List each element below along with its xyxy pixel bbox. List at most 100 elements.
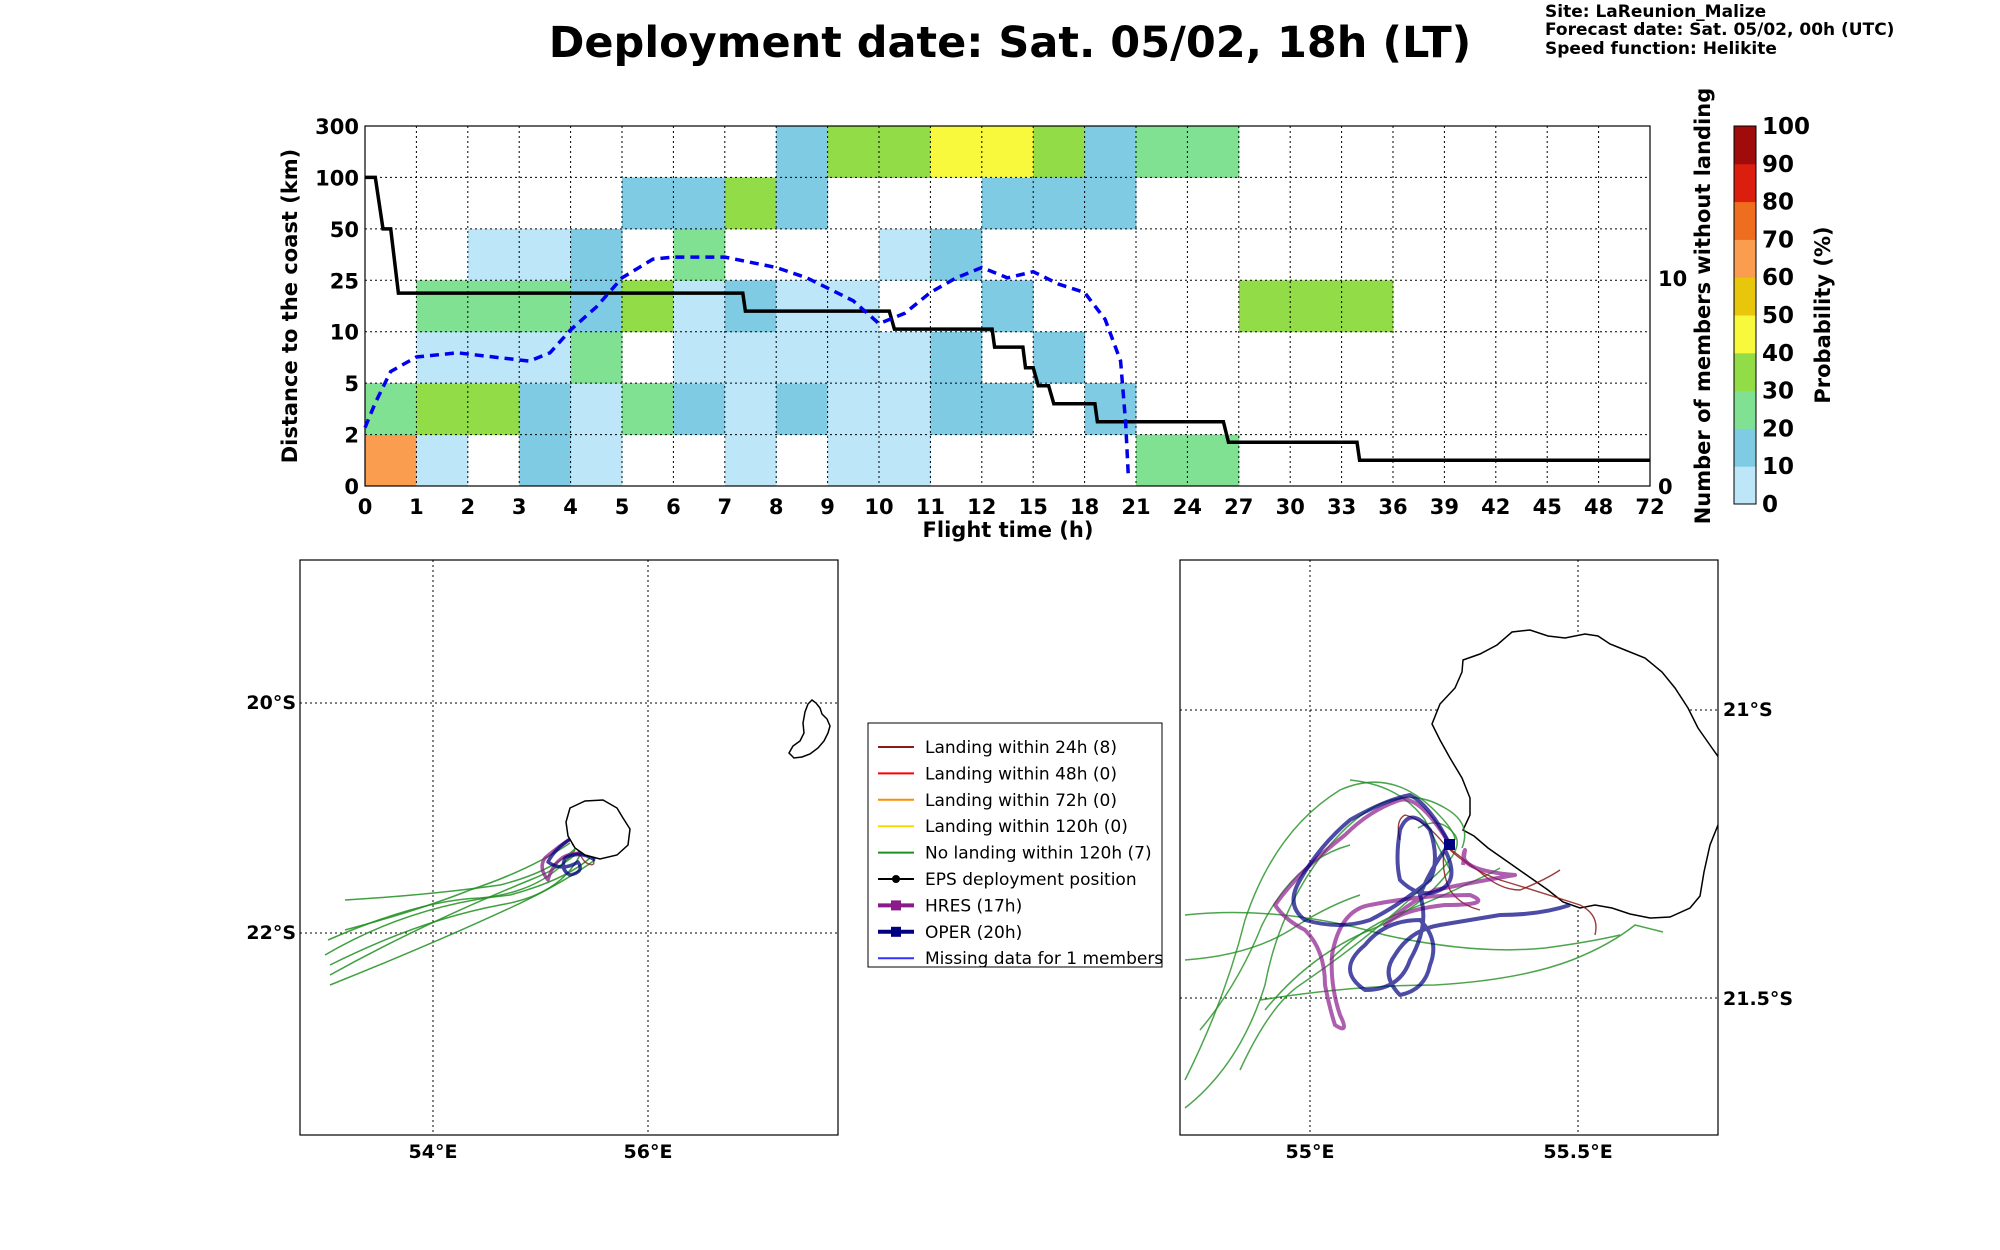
colorbar-tick-label: 30: [1762, 379, 1794, 405]
colorbar-tick-label: 10: [1762, 454, 1794, 480]
colorbar-tick-label: 100: [1762, 114, 1810, 140]
heatmap-cell: [467, 383, 520, 436]
legend-entry: Landing within 24h (8): [878, 738, 1117, 758]
heatmap-cell: [776, 280, 829, 333]
legend-items: Landing within 24h (8) Landing within 48h…: [878, 738, 1163, 969]
heatmap-cells: [365, 126, 1394, 487]
legend-entry: Landing within 120h (0): [878, 817, 1128, 837]
mauritius-coastline: [788, 699, 831, 759]
heatmap-cell: [879, 383, 931, 436]
colorbar-bin: [1734, 352, 1756, 392]
heatmap-cell: [724, 280, 777, 333]
y-tick-label: 2: [344, 424, 359, 448]
no-landing-track: [1184, 894, 1361, 961]
no-landing-track: [1184, 781, 1456, 1081]
heatmap-cell: [1084, 126, 1137, 178]
colorbar-bin: [1734, 428, 1756, 467]
x-tick-label: 48: [1584, 495, 1613, 519]
forecast-info: Forecast date: Sat. 05/02, 00h (UTC): [1545, 20, 1894, 40]
legend-entry: Landing within 48h (0): [878, 764, 1117, 784]
heatmap-frame: [364, 125, 1651, 487]
heatmap-cell: [673, 331, 726, 384]
speed-info: Speed function: Helikite: [1545, 39, 1777, 59]
heatmap-cell: [930, 228, 983, 281]
x-axis-label: Flight time (h): [923, 518, 1094, 542]
heatmap-cell: [827, 331, 880, 384]
heatmap-cell: [519, 383, 572, 436]
colorbar-tick-label: 0: [1762, 492, 1778, 518]
x-tick-label: 27: [1224, 495, 1253, 519]
legend-label: EPS deployment position: [925, 870, 1137, 890]
x-tick-label: 0: [358, 495, 373, 519]
zoom-map: 21°S 21.5°S 55°E 55.5°E: [1179, 559, 1793, 1163]
y2-tick-labels: 0 10: [1658, 267, 1687, 499]
heatmap-cell: [879, 331, 931, 384]
x-tick-labels: 0 1 2 3 4 5 6 7 8 9 10 11 12 15 18 21 24 27 30 33 36 39 42 45 48…: [358, 495, 1665, 519]
heatmap-cell: [1238, 280, 1291, 333]
colorbar-bin: [1734, 315, 1756, 354]
legend-label: Landing within 72h (0): [925, 791, 1117, 811]
heatmap-cell: [365, 434, 417, 487]
oper-track: [546, 834, 596, 877]
heatmap-cell: [827, 434, 880, 487]
heatmap-cell: [1136, 126, 1188, 178]
heatmap-cell: [416, 383, 469, 436]
x-tick-label: 45: [1533, 495, 1562, 519]
legend-frame: [867, 722, 1163, 968]
heatmap-cell: [1290, 280, 1343, 333]
heatmap-cell: [930, 383, 983, 436]
lat-label-22s: 22°S: [246, 922, 296, 944]
heatmap-cell: [724, 331, 777, 384]
heatmap-cell: [467, 228, 520, 281]
x-tick-label: 9: [820, 495, 835, 519]
heatmap-cell: [1033, 126, 1086, 178]
x-tick-label: 33: [1327, 495, 1356, 519]
heatmap-cell: [416, 280, 469, 333]
heatmap-cell: [570, 383, 623, 436]
lat-label-21-5s: 21.5°S: [1723, 988, 1793, 1010]
site-info: Site: LaReunion_Malize: [1545, 2, 1766, 22]
reunion-coastline: [565, 799, 631, 860]
x-tick-label: 72: [1635, 495, 1664, 519]
colorbar-bin: [1734, 201, 1756, 240]
x-tick-label: 36: [1378, 495, 1407, 519]
x-tick-label: 4: [563, 495, 578, 519]
no-landing-track: [1239, 822, 1458, 1071]
colorbar: 0 10 20 30 40 50 60 70 80 90 100 Probability (%): [1733, 114, 1835, 518]
heatmap-cell: [570, 434, 623, 487]
x-tick-label: 8: [769, 495, 784, 519]
heatmap-cell: [1033, 331, 1086, 384]
x-tick-label: 1: [409, 495, 424, 519]
heatmap-cell: [1084, 177, 1137, 230]
lon-label-54e: 54°E: [409, 1141, 458, 1163]
legend-label: HRES (17h): [925, 896, 1022, 916]
colorbar-frame: [1733, 125, 1757, 505]
legend-label: OPER (20h): [925, 923, 1022, 943]
heatmap-cell: [879, 228, 931, 281]
heatmap-cell: [416, 331, 469, 384]
heatmap-cell: [827, 280, 880, 333]
heatmap-cell: [519, 228, 572, 281]
legend-entry: No landing within 120h (7): [878, 844, 1152, 864]
heatmap-cell: [776, 383, 829, 436]
heatmap-cell: [570, 331, 623, 384]
heatmap-cell: [879, 126, 931, 178]
zoom-map-tracks: [1184, 779, 1664, 1109]
y-tick-label: 100: [315, 166, 359, 190]
heatmap-cell: [1187, 126, 1240, 178]
x-tick-label: 24: [1173, 495, 1202, 519]
colorbar-tick-label: 60: [1762, 265, 1794, 291]
colorbar-tick-label: 80: [1762, 190, 1794, 216]
colorbar-tick-labels: 0 10 20 30 40 50 60 70 80 90 100: [1762, 114, 1810, 518]
legend-label: Missing data for 1 members: [925, 949, 1163, 969]
lon-label-55e: 55°E: [1286, 1141, 1335, 1163]
colorbar-tick-label: 40: [1762, 341, 1794, 367]
hres-track: [1273, 797, 1517, 1031]
x-tick-label: 18: [1070, 495, 1099, 519]
legend-label: No landing within 120h (7): [925, 844, 1152, 864]
oper-track: [1291, 793, 1571, 997]
lon-label-55-5e: 55.5°E: [1543, 1141, 1612, 1163]
heatmap-cell: [519, 280, 572, 333]
colorbar-cells: [1734, 126, 1756, 505]
